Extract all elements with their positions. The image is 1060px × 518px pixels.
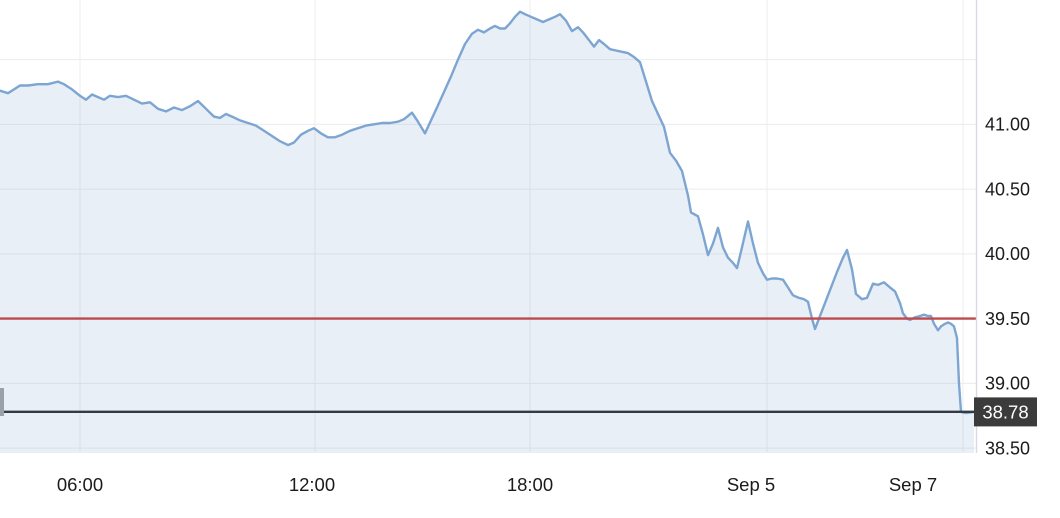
- y-tick-label: 40.00: [985, 244, 1030, 264]
- x-tick-label: 06:00: [57, 474, 103, 495]
- current-price-badge: 38.78: [974, 397, 1037, 427]
- y-tick-label: 40.50: [985, 179, 1030, 199]
- x-tick-label: Sep 5: [727, 474, 775, 495]
- y-tick-label: 39.00: [985, 374, 1030, 394]
- y-tick-label: 41.00: [985, 115, 1030, 135]
- y-axis-labels: 41.00 40.50 40.00 39.50 39.00 38.50: [985, 115, 1030, 459]
- x-tick-label: 12:00: [289, 474, 335, 495]
- current-price-badge-bg: [974, 397, 1037, 427]
- y-tick-label: 38.50: [985, 438, 1030, 458]
- left-edge-label-fragment: [0, 388, 4, 416]
- x-axis-labels: 06:00 12:00 18:00 Sep 5 Sep 7: [57, 474, 937, 495]
- price-line: [0, 10, 976, 415]
- x-tick-label: 18:00: [507, 474, 553, 495]
- price-area-fill: [0, 11, 974, 453]
- current-price-value: 38.78: [982, 401, 1028, 422]
- x-tick-label: Sep 7: [889, 474, 937, 495]
- y-tick-label: 39.50: [985, 309, 1030, 329]
